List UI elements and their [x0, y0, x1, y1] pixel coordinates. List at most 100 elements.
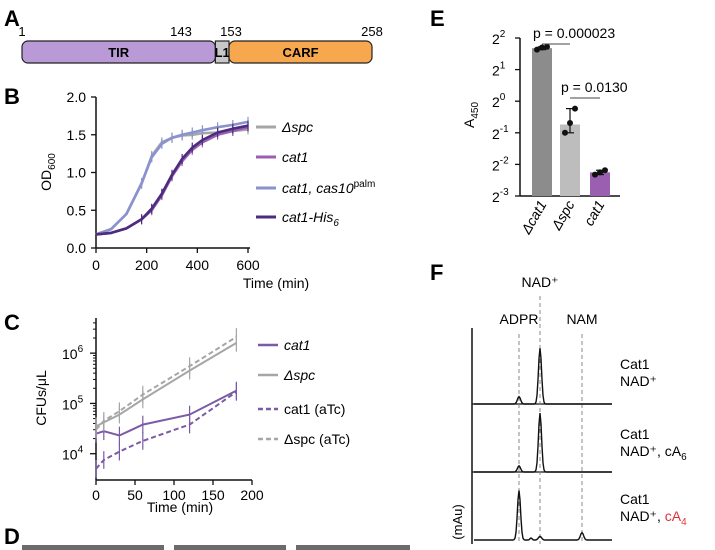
cfu-line-0: [95, 389, 237, 437]
a450-bar-1: [560, 124, 580, 196]
residue-tick-258: 258: [361, 24, 383, 39]
panel-letter-b: B: [4, 84, 20, 109]
a450-point: [534, 46, 540, 53]
panel-letter-f: F: [430, 260, 443, 285]
growth-x-ticks: 0 200 400 600: [92, 248, 260, 273]
cfu-line-2: [95, 390, 237, 470]
growth-x-tick-label: 0: [92, 257, 100, 273]
a450-y-label: A450: [461, 102, 481, 128]
a450-category-0: Δcat1: [517, 198, 549, 238]
growth-y-tick-label: 0.5: [67, 202, 87, 218]
cfu-legend-cat1: cat1: [284, 337, 310, 353]
a450-point: [562, 129, 568, 136]
chromatogram-trace-2: [474, 413, 612, 473]
cfu-y-tick-label: 105: [62, 394, 84, 412]
panel-d-image-2: [174, 545, 286, 550]
trace-3-label-line2: NAD⁺, cA4: [620, 508, 687, 528]
growth-x-label: Time (min): [243, 275, 309, 291]
growth-legend: Δspc cat1 cat1, cas10palm cat1-His6: [256, 119, 375, 229]
growth-chart: 0.0 0.5 1.0 1.5 2.0 0 200 400 600 Time (min) OD…: [38, 89, 375, 291]
a450-point: [567, 119, 573, 126]
trace-1-label-line2: NAD⁺: [620, 373, 657, 389]
a450-point: [539, 44, 545, 51]
residue-tick-143: 143: [170, 24, 192, 39]
panel-d-image-3: [296, 545, 410, 550]
cfu-legend-cat1-atc: cat1 (aTc): [284, 401, 345, 417]
cfu-x-ticks: 0 50 100 150 200: [92, 480, 264, 503]
domain-label-carf: CARF: [282, 45, 318, 60]
cfu-legend-dspc-atc: Δspc (aTc): [284, 431, 350, 447]
growth-x-tick-label: 400: [186, 257, 210, 273]
residue-tick-1: 1: [18, 24, 25, 39]
cfu-y-label: CFUs/μL: [33, 370, 49, 426]
growth-series: [95, 116, 249, 236]
cfu-line-1: [95, 342, 237, 428]
a450-bar-0: [532, 48, 552, 196]
growth-y-label: OD600: [38, 153, 58, 191]
domain-diagram: TIR L1 CARF 1 143 153 258: [18, 24, 383, 64]
growth-y-tick-label: 1.0: [67, 165, 87, 181]
hplc-traces: NAD⁺ ADPR NAM (mAu) Cat1 NAD⁺ Cat1 NAD⁺,…: [450, 274, 687, 544]
hplc-y-unit: (mAu): [450, 504, 465, 539]
pvalue-1: p = 0.000023: [533, 25, 615, 41]
a450-y-tick-label: 22: [492, 29, 506, 47]
growth-legend-cat1: cat1: [282, 149, 308, 165]
residue-tick-153: 153: [220, 24, 242, 39]
cfu-x-tick-label: 100: [162, 487, 186, 503]
a450-point: [544, 43, 550, 50]
cfu-x-tick-label: 0: [92, 487, 100, 503]
peak-label-nad: NAD⁺: [522, 274, 559, 290]
panel-letter-c: C: [4, 310, 20, 335]
growth-x-tick-label: 200: [135, 257, 159, 273]
growth-y-tick-label: 2.0: [67, 89, 87, 105]
a450-point: [602, 167, 608, 174]
cfu-chart: 104 105 106 0 50 100 150 200 Time (min) CFUs/μ…: [33, 318, 350, 515]
a450-point: [592, 171, 598, 178]
growth-legend-cat1-his6: cat1-His6: [282, 209, 339, 229]
trace-2-label-line1: Cat1: [620, 426, 650, 442]
panel-letter-d: D: [4, 524, 20, 549]
growth-y-tick-label: 0.0: [67, 240, 87, 256]
growth-y-ticks: 0.0 0.5 1.0 1.5 2.0: [67, 89, 96, 256]
cfu-series: [95, 328, 237, 478]
cfu-line-3: [95, 336, 237, 431]
domain-label-tir: TIR: [108, 45, 130, 60]
a450-y-ticks: 2-3 2-2 2-1 20 21 22: [492, 29, 520, 205]
cfu-x-tick-label: 50: [127, 487, 143, 503]
cfu-legend: cat1 Δspc cat1 (aTc) Δspc (aTc): [258, 337, 350, 447]
peak-label-nam: NAM: [566, 311, 597, 327]
a450-y-tick-label: 2-2: [492, 155, 509, 173]
cfu-y-tick-label: 104: [62, 445, 84, 463]
growth-line-0: [95, 128, 249, 236]
a450-category-1: Δspc: [548, 198, 578, 234]
panel-d-image-1: [22, 545, 164, 550]
a450-y-tick-label: 20: [492, 92, 506, 110]
a450-category-2: cat1: [581, 198, 608, 229]
a450-y-tick-label: 2-3: [492, 187, 509, 205]
a450-y-tick-label: 2-1: [492, 124, 509, 142]
a450-point: [572, 105, 578, 112]
chromatogram-trace-3: [474, 490, 612, 541]
cfu-x-tick-label: 150: [201, 487, 225, 503]
growth-legend-dspc: Δspc: [281, 119, 313, 135]
trace-2-label-line2: NAD⁺, cA6: [620, 443, 687, 463]
chromatogram-trace-1: [474, 348, 612, 405]
cfu-x-label: Time (min): [147, 499, 213, 515]
a450-y-tick-label: 21: [492, 61, 506, 79]
cfu-y-tick-label: 106: [62, 344, 84, 362]
cfu-y-ticks: 104 105 106: [62, 322, 96, 463]
growth-x-tick-label: 600: [236, 257, 260, 273]
peak-label-adpr: ADPR: [500, 311, 539, 327]
growth-legend-cat1-cas10: cat1, cas10palm: [282, 179, 375, 196]
a450-bar-2: [590, 172, 610, 196]
panel-d-image-strip: [22, 545, 410, 550]
domain-carf: [228, 40, 373, 64]
pvalue-2: p = 0.0130: [561, 79, 628, 95]
cfu-legend-dspc: Δspc: [283, 367, 315, 383]
panel-letter-e: E: [430, 6, 445, 31]
significance-brackets: p = 0.000023 p = 0.0130: [533, 25, 628, 99]
trace-1-label-line1: Cat1: [620, 356, 650, 372]
